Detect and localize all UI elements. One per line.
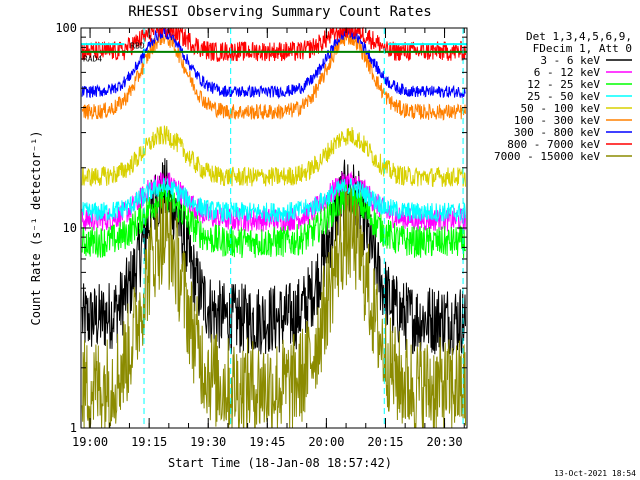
legend-entry-label: 3 - 6 keV (540, 54, 600, 67)
series-line (81, 158, 466, 356)
y-axis-label: Count Rate (s⁻¹ detector⁻¹) (29, 130, 43, 325)
legend-entry-label: 800 - 7000 keV (507, 138, 600, 151)
legend-entry-label: 50 - 100 keV (521, 102, 601, 115)
series-line (81, 188, 466, 429)
series-line (81, 183, 466, 259)
y-axis: 1 10 100 (55, 21, 467, 435)
legend-entry-label: 7000 - 15000 keV (494, 150, 600, 163)
y-tick-label: 1 (70, 421, 77, 435)
legend-header-line-1: Det 1,3,4,5,6,9, (526, 30, 632, 43)
series-line (81, 177, 466, 224)
legend-entry-label: 300 - 800 keV (514, 126, 600, 139)
chart-title: RHESSI Observing Summary Count Rates (128, 4, 431, 20)
legend-entry-label: 12 - 25 keV (527, 78, 600, 91)
x-tick-label: 19:15 (131, 435, 167, 449)
flag-layer: RBD RAD4 (81, 42, 467, 63)
legend-entry-label: 100 - 300 keV (514, 114, 600, 127)
x-axis-label: Start Time (18-Jan-08 18:57:42) (168, 456, 392, 470)
legend: Det 1,3,4,5,6,9, FDecim 1, Att 0 3 - 6 k… (494, 30, 632, 163)
x-tick-label: 19:45 (249, 435, 285, 449)
x-axis: 19:00 19:15 19:30 19:45 20:00 20:15 20:30 (72, 28, 465, 449)
x-tick-label: 19:00 (72, 435, 108, 449)
legend-header-line-2: FDecim 1, Att 0 (533, 42, 632, 55)
flag-label: RBD (130, 42, 145, 51)
series-line (81, 26, 466, 63)
x-tick-label: 20:15 (367, 435, 403, 449)
timestamp: 13-Oct-2021 18:54 (554, 469, 636, 478)
legend-entry-label: 25 - 50 keV (527, 90, 600, 103)
x-tick-label: 20:00 (308, 435, 344, 449)
series-line (81, 27, 466, 100)
series-line (81, 125, 466, 188)
x-tick-label: 20:30 (426, 435, 462, 449)
series-layer (81, 26, 466, 429)
series-line (81, 29, 466, 121)
y-tick-label: 10 (63, 221, 77, 235)
x-tick-label: 19:30 (190, 435, 226, 449)
flag-label: RAD4 (83, 54, 102, 63)
y-tick-label: 100 (55, 21, 77, 35)
legend-entry-label: 6 - 12 keV (534, 66, 601, 79)
